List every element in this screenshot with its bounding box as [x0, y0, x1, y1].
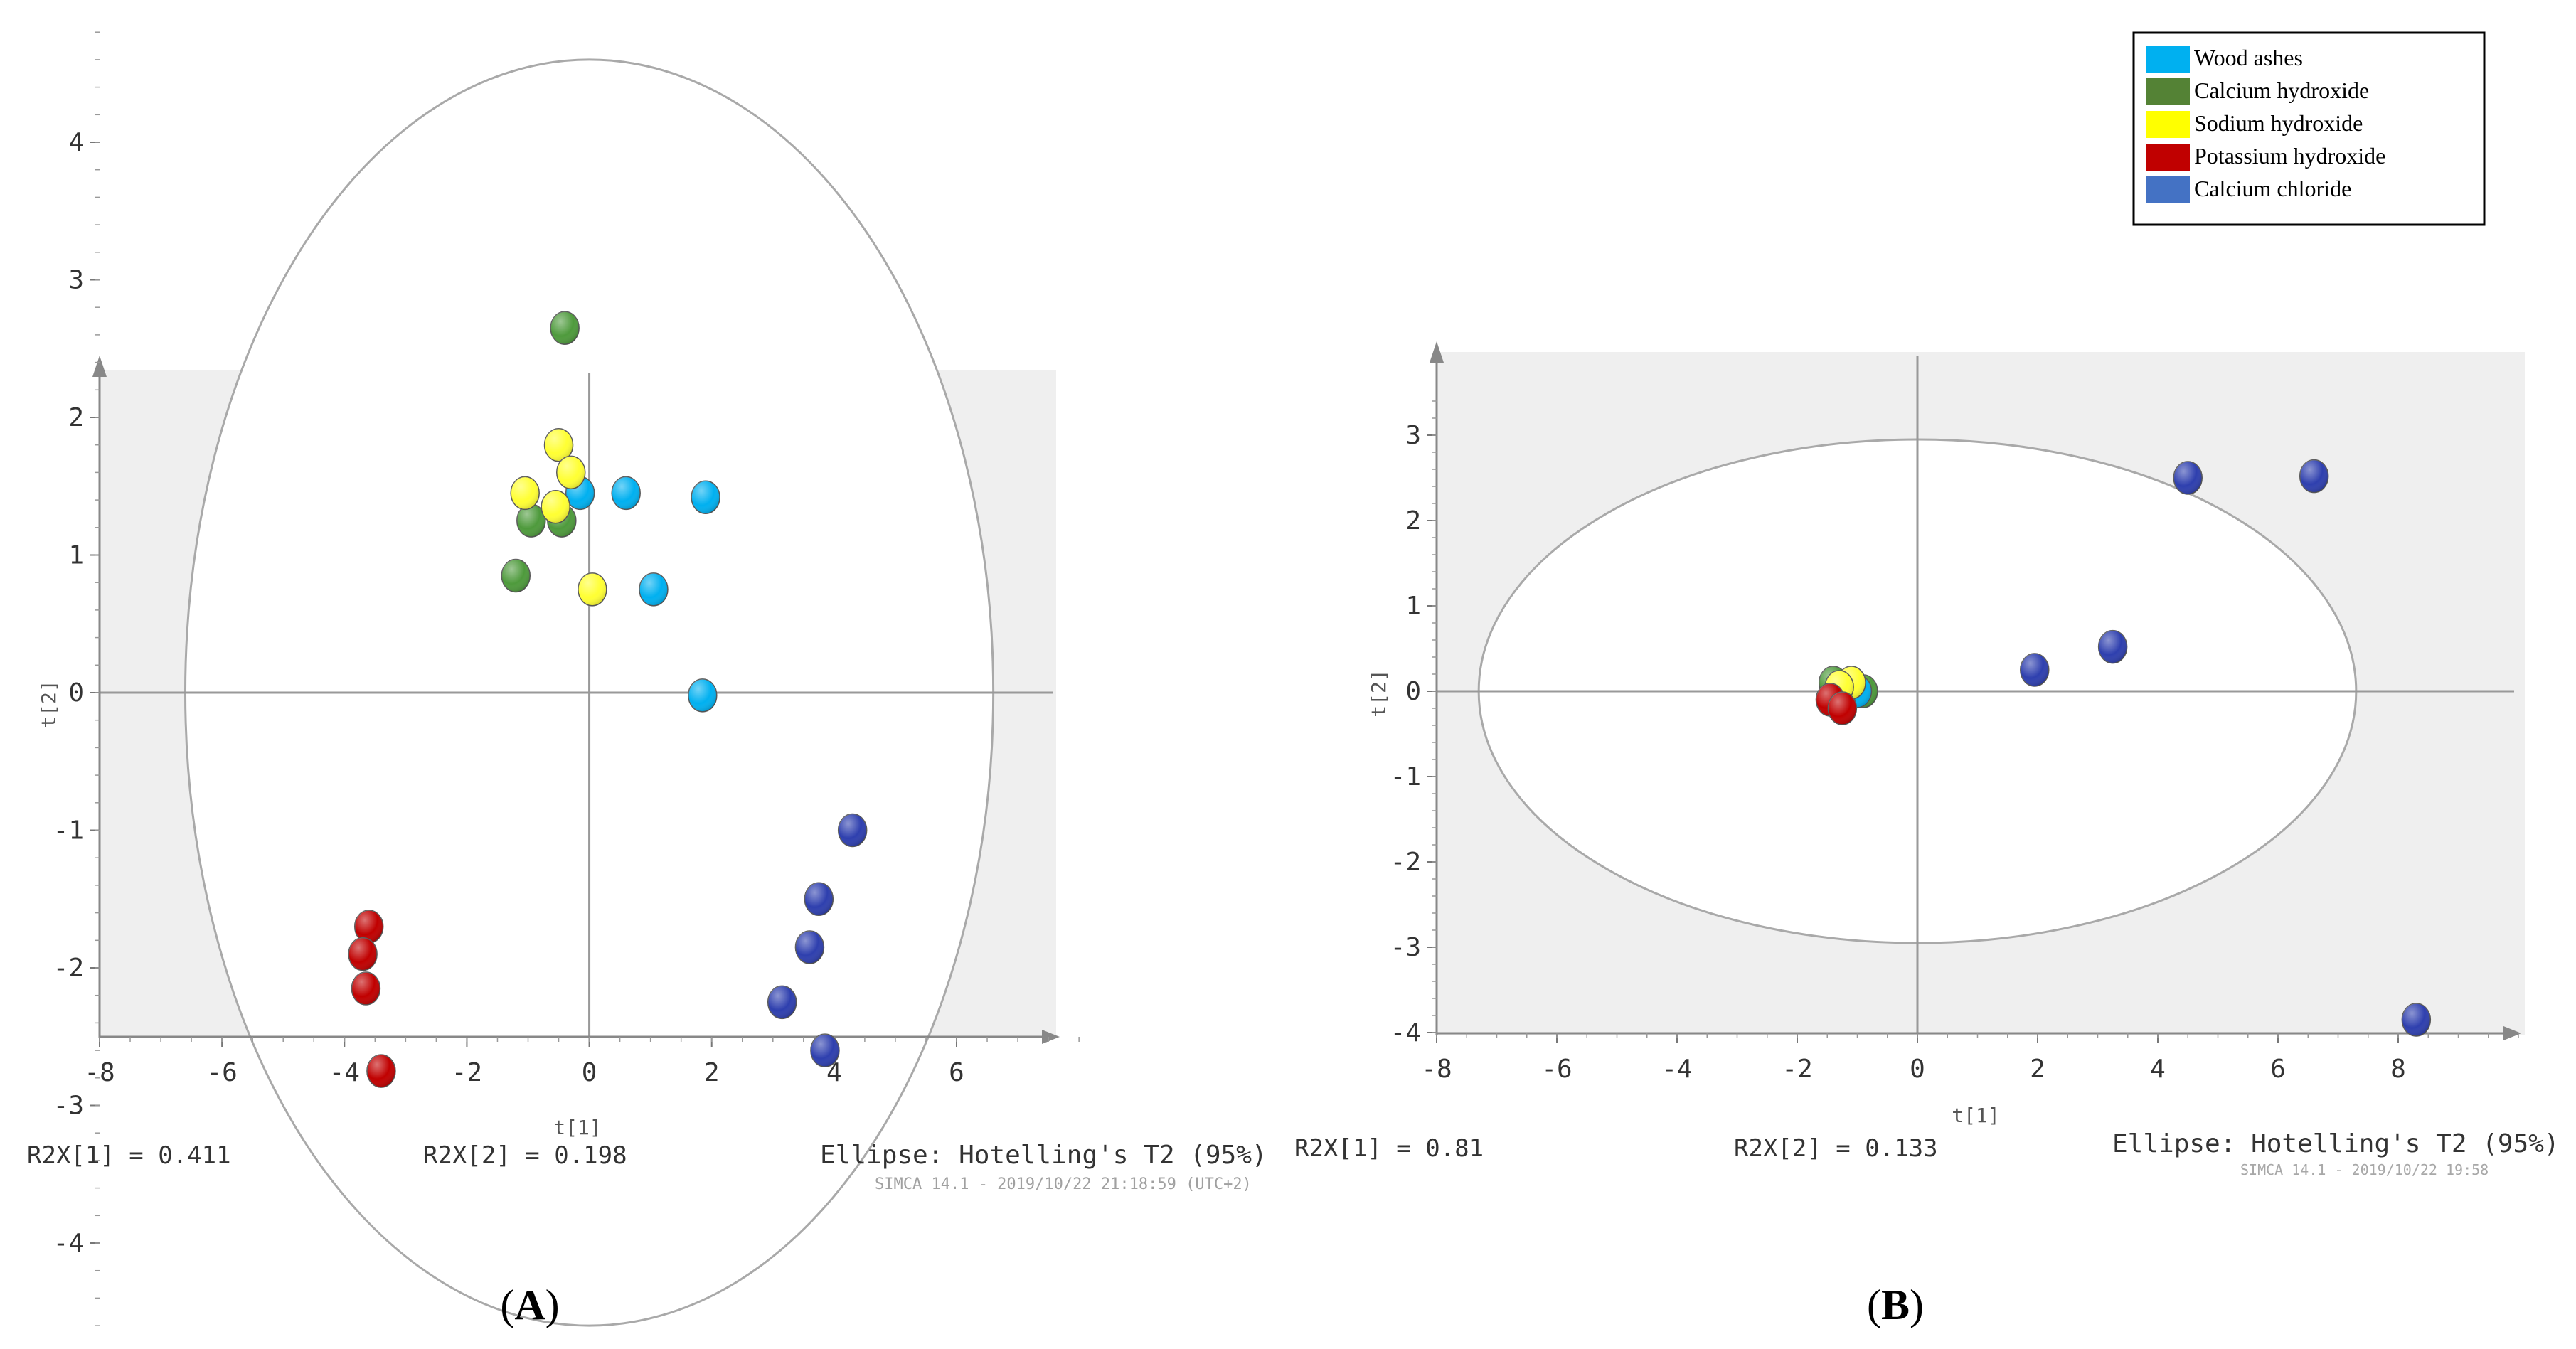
- y-axis-arrow-a: [92, 356, 107, 377]
- legend-swatch: [2146, 144, 2190, 171]
- data-point-shade: [838, 814, 867, 847]
- panel-label-a: (A): [500, 1281, 559, 1328]
- r2x1-b: R2X[1] = 0.81: [1294, 1134, 1484, 1163]
- x-tick-label: -6: [206, 1058, 237, 1087]
- y-tick-label: 0: [1405, 677, 1421, 706]
- legend-label: Calcium chloride: [2194, 176, 2351, 201]
- y-tick-label: 2: [68, 403, 84, 432]
- data-point-shade: [354, 910, 383, 943]
- legend-label: Wood ashes: [2194, 45, 2303, 70]
- data-point-shade: [691, 481, 720, 514]
- ellipse-label-b: Ellipse: Hotelling's T2 (95%): [2112, 1129, 2560, 1158]
- legend-swatch: [2146, 46, 2190, 73]
- x-tick-label: 6: [2270, 1055, 2286, 1084]
- legend-box: [2132, 31, 2486, 226]
- ellipse-label-a: Ellipse: Hotelling's T2 (95%): [820, 1141, 1267, 1170]
- x-tick-label: -2: [452, 1058, 482, 1087]
- x-axis-arrow-a: [1042, 1030, 1060, 1044]
- data-point-shade: [541, 490, 570, 523]
- data-point-shade: [511, 476, 540, 510]
- x-tick-label: 0: [1910, 1055, 1925, 1084]
- panel-b: -8 -6 -4 -2 0 2 4 6 8 3 2 1 0 -1 -2 -3 -4 t[1] t[2] R2X[…: [1294, 341, 2560, 1328]
- data-point-shade: [578, 572, 607, 606]
- data-point-shade: [1828, 692, 1857, 725]
- data-point-shade: [795, 930, 824, 964]
- y-tick-label: 4: [68, 128, 84, 157]
- data-point-shade: [550, 311, 580, 345]
- data-point-shade: [351, 972, 380, 1006]
- y-tick-label: 1: [68, 541, 84, 570]
- x-tick-label: 2: [704, 1058, 720, 1087]
- y-tick-label: -3: [53, 1092, 84, 1121]
- panel-label-b: (B): [1867, 1281, 1924, 1328]
- y-tick-label: -1: [1390, 762, 1421, 791]
- data-point-shade: [556, 456, 585, 489]
- data-point-shade: [639, 572, 668, 606]
- legend-label: Potassium hydroxide: [2194, 143, 2385, 169]
- x-tick-label: 2: [2030, 1055, 2045, 1084]
- y-tick-label: 1: [1405, 592, 1421, 621]
- software-stamp-a: SIMCA 14.1 - 2019/10/22 21:18:59 (UTC+2): [875, 1175, 1252, 1193]
- software-stamp-b: SIMCA 14.1 - 2019/10/22 19:58: [2240, 1161, 2489, 1178]
- y-tick-label: -3: [1390, 933, 1421, 962]
- x-axis-arrow-b: [2503, 1026, 2521, 1040]
- y-tick-label: -4: [53, 1229, 84, 1258]
- y-tick-label: -4: [1390, 1018, 1421, 1047]
- data-point-shade: [612, 476, 641, 510]
- legend: Wood ashes Calcium hydroxide Sodium hydrox…: [2132, 31, 2486, 226]
- y-axis-label-b: t[2]: [1367, 669, 1390, 717]
- x-tick-label: -8: [84, 1058, 115, 1087]
- y-tick-label: -2: [53, 954, 84, 983]
- x-tick-label: -2: [1782, 1055, 1812, 1084]
- legend-swatch: [2146, 111, 2190, 138]
- x-tick-label: 0: [582, 1058, 597, 1087]
- data-point-shade: [810, 1034, 839, 1067]
- x-axis-label-a: t[1]: [553, 1116, 601, 1139]
- data-point-shade: [804, 883, 834, 916]
- y-axis-label-a: t[2]: [37, 680, 60, 727]
- data-point-shade: [501, 559, 531, 592]
- data-point-shade: [688, 678, 717, 712]
- x-axis-label-b: t[1]: [1952, 1104, 1999, 1127]
- y-tick-label: 2: [1405, 506, 1421, 535]
- data-point-shade: [767, 986, 797, 1019]
- data-point-shade: [2173, 462, 2203, 494]
- x-tick-label: 8: [2390, 1055, 2406, 1084]
- data-point-shade: [2299, 459, 2328, 493]
- legend-swatch: [2146, 176, 2190, 203]
- y-tick-label: 0: [68, 678, 84, 708]
- x-tick-label: -8: [1421, 1055, 1452, 1084]
- data-point-shade: [2020, 654, 2049, 686]
- data-point-shade: [366, 1055, 395, 1088]
- x-tick-label: -4: [1661, 1055, 1692, 1084]
- r2x2-a: R2X[2] = 0.198: [423, 1141, 627, 1170]
- legend-label: Sodium hydroxide: [2194, 110, 2363, 136]
- y-tick-label: -1: [53, 816, 84, 846]
- y-tick-label: -2: [1390, 848, 1421, 877]
- x-tick-label: -6: [1541, 1055, 1572, 1084]
- data-point-shade: [2098, 630, 2127, 663]
- y-tick-label: 3: [1405, 421, 1421, 450]
- data-point-shade: [516, 504, 545, 538]
- legend-swatch: [2146, 78, 2190, 105]
- legend-label: Calcium hydroxide: [2194, 78, 2369, 103]
- x-tick-label: 4: [2150, 1055, 2166, 1084]
- y-tick-label: 3: [68, 266, 84, 295]
- r2x2-b: R2X[2] = 0.133: [1734, 1134, 1938, 1163]
- data-point-shade: [544, 428, 573, 462]
- x-tick-label: -4: [329, 1058, 360, 1087]
- y-axis-arrow-b: [1430, 341, 1444, 363]
- r2x1-a: R2X[1] = 0.411: [27, 1141, 231, 1170]
- x-tick-label: 6: [949, 1058, 964, 1087]
- data-point-shade: [2402, 1003, 2431, 1036]
- data-point-shade: [348, 937, 378, 971]
